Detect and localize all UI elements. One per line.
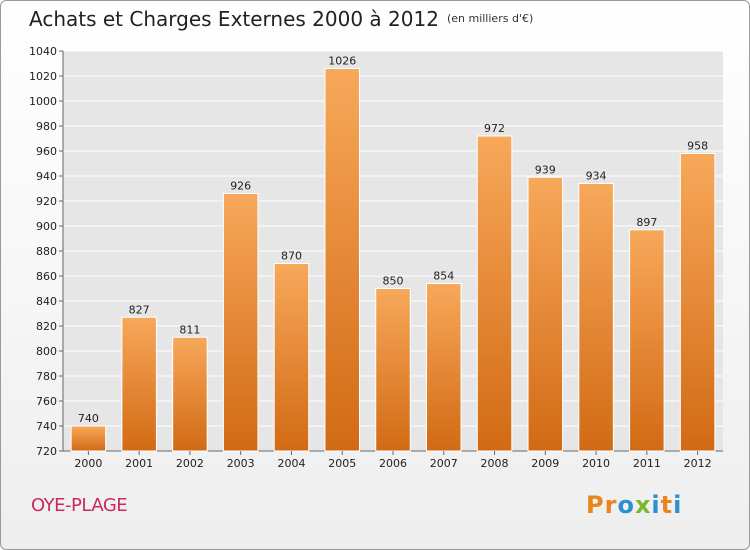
bar	[70, 425, 107, 452]
y-tick-label: 860	[36, 270, 57, 283]
y-tick-label: 900	[36, 220, 57, 233]
x-tick-label: 2003	[227, 457, 255, 470]
logo-letter: i	[651, 491, 661, 519]
y-tick-label: 1000	[29, 95, 57, 108]
x-tick-label: 2000	[74, 457, 102, 470]
bar	[527, 176, 564, 452]
x-tick-label: 2008	[481, 457, 509, 470]
y-tick-label: 820	[36, 320, 57, 333]
commune-name: OYE-PLAGE	[31, 495, 128, 516]
x-tick-label: 2007	[430, 457, 458, 470]
bar	[121, 316, 157, 452]
chart-unit: (en milliers d'€)	[446, 12, 534, 25]
bar	[578, 183, 614, 452]
bar-value-label: 934	[586, 170, 607, 183]
bar	[375, 288, 411, 452]
bar-value-label: 926	[230, 180, 251, 193]
bar-value-label: 811	[179, 323, 200, 336]
bar-value-label: 827	[129, 303, 150, 316]
bar-value-label: 854	[433, 270, 454, 283]
x-tick-label: 2012	[684, 457, 712, 470]
y-tick-label: 1040	[29, 45, 57, 58]
x-tick-label: 2005	[328, 457, 356, 470]
proxiti-logo: Proxiti	[586, 491, 682, 519]
y-tick-label: 980	[36, 120, 57, 133]
bar	[629, 229, 665, 452]
chart-title-text: Achats et Charges Externes 2000 à 2012	[29, 7, 439, 31]
bar	[172, 336, 208, 452]
logo-letter: P	[586, 491, 605, 519]
bar	[679, 153, 716, 452]
x-tick-label: 2004	[277, 457, 305, 470]
bar	[476, 135, 513, 452]
bar-value-label: 740	[78, 412, 99, 425]
bar-value-label: 972	[484, 122, 505, 135]
bar-value-label: 897	[636, 216, 657, 229]
y-tick-label: 920	[36, 195, 57, 208]
x-tick-label: 2011	[633, 457, 661, 470]
y-tick-label: 960	[36, 145, 57, 158]
y-tick-label: 880	[36, 245, 57, 258]
y-tick-label: 760	[36, 395, 57, 408]
x-tick-label: 2001	[125, 457, 153, 470]
y-tick-label: 780	[36, 370, 57, 383]
y-tick-label: 840	[36, 295, 57, 308]
x-tick-label: 2009	[531, 457, 559, 470]
bar	[324, 68, 360, 452]
logo-letter: x	[634, 491, 652, 519]
logo-letter: i	[673, 491, 683, 519]
y-tick-label: 720	[36, 445, 57, 458]
chart-title: Achats et Charges Externes 2000 à 2012 (e…	[29, 7, 533, 31]
bar-value-label: 1026	[328, 55, 356, 68]
bar-value-label: 939	[535, 163, 556, 176]
y-tick-label: 940	[36, 170, 57, 183]
y-tick-label: 1020	[29, 70, 57, 83]
bar-value-label: 958	[687, 140, 708, 153]
logo-letter: r	[604, 491, 618, 519]
x-tick-label: 2002	[176, 457, 204, 470]
bar-value-label: 870	[281, 250, 302, 263]
bar-value-label: 850	[383, 275, 404, 288]
y-tick-label: 740	[36, 420, 57, 433]
x-tick-label: 2006	[379, 457, 407, 470]
bar	[273, 263, 310, 452]
logo-letter: o	[617, 491, 635, 519]
y-tick-label: 800	[36, 345, 57, 358]
logo-letter: t	[660, 491, 674, 519]
bar	[426, 283, 462, 452]
bar	[222, 193, 259, 452]
x-tick-label: 2010	[582, 457, 610, 470]
